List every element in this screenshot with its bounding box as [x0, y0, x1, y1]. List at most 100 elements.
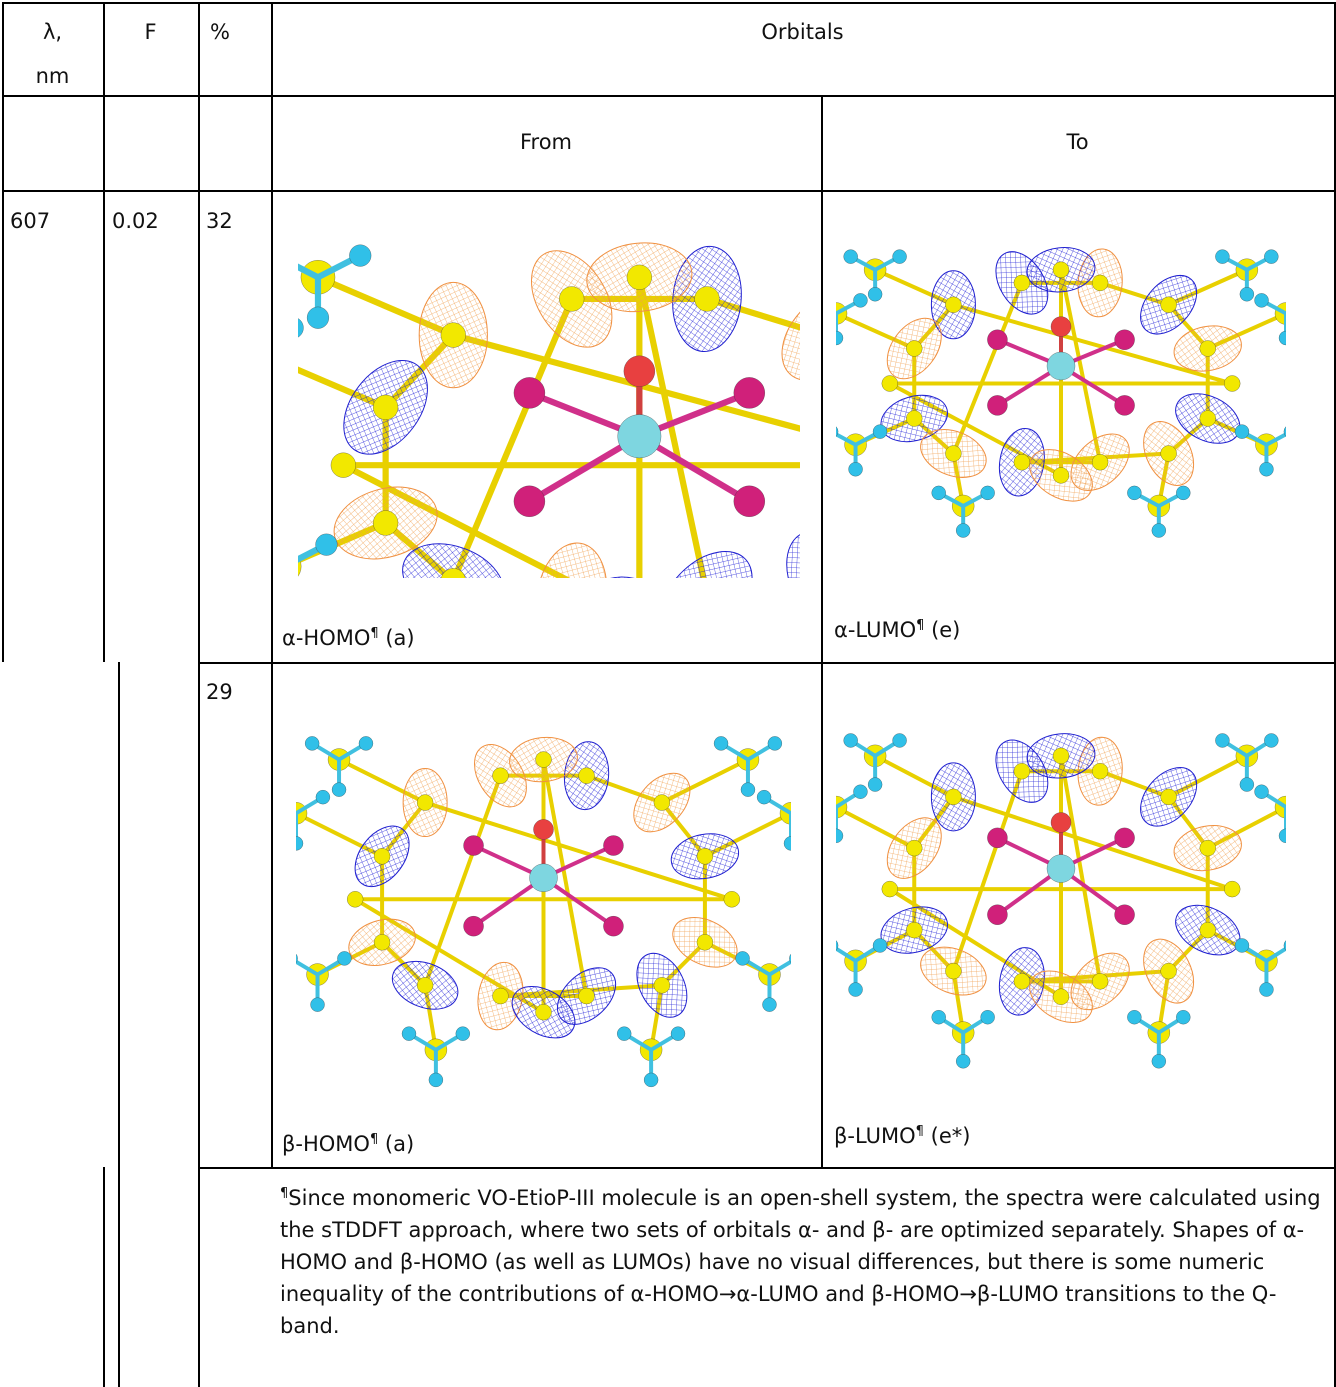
molecule-part	[332, 783, 346, 797]
molecule-part	[603, 836, 623, 856]
molecule-part	[529, 537, 614, 578]
molecule-part	[882, 881, 898, 897]
molecule-part	[945, 297, 961, 313]
molecule-part	[771, 518, 800, 578]
molecule-part	[654, 977, 670, 993]
molecule-part	[456, 1027, 470, 1041]
molecule-part	[987, 828, 1007, 848]
header-cell: λ,	[2, 18, 103, 46]
molecule-part	[1264, 250, 1278, 264]
molecule-part	[347, 891, 363, 907]
orbital-label: α-HOMO¶ (a)	[282, 620, 415, 652]
rule	[2, 190, 1336, 192]
molecule-part	[853, 293, 867, 307]
molecule-part	[1235, 938, 1249, 952]
molecule-part	[1051, 812, 1071, 832]
molecule-part	[956, 524, 970, 538]
molecule-part	[1127, 486, 1141, 500]
molecule-part	[374, 934, 390, 950]
molecule-part	[417, 977, 433, 993]
molecule-part	[1176, 486, 1190, 500]
cell: 607	[10, 207, 50, 235]
molecule-part	[784, 836, 791, 850]
molecule-part	[741, 783, 755, 797]
molecule-part	[671, 1027, 685, 1041]
molecule-part	[402, 1027, 416, 1041]
rule	[2, 95, 1336, 97]
molecule-part	[1014, 275, 1030, 291]
molecule-part	[1259, 983, 1273, 997]
orbital-label: β-LUMO¶ (e*)	[834, 1118, 970, 1150]
molecule-part	[1092, 973, 1108, 989]
molecule-part	[373, 511, 398, 536]
molecule-part	[1092, 275, 1108, 291]
molecule-part	[849, 462, 863, 476]
molecule-part	[1092, 454, 1108, 470]
molecule-part	[1176, 1010, 1190, 1024]
molecule-part	[514, 377, 545, 408]
molecule-part	[714, 736, 728, 750]
rule	[103, 1167, 105, 1387]
molecule-part	[441, 323, 466, 348]
molecule-part	[1051, 317, 1071, 337]
molecule-part	[956, 1054, 970, 1068]
rule	[198, 662, 1336, 664]
molecule-part	[1014, 973, 1030, 989]
orbital-image	[298, 205, 800, 578]
molecule-part	[1047, 352, 1075, 380]
header-cell: %	[210, 18, 230, 46]
molecule-part	[1255, 293, 1269, 307]
footnote-mark: ¶	[370, 626, 378, 641]
orbital-label: β-HOMO¶ (a)	[282, 1126, 414, 1158]
molecule-part	[757, 790, 771, 804]
molecule-part	[1200, 840, 1216, 856]
molecule-part	[536, 752, 552, 768]
symmetry: (a)	[385, 1132, 414, 1156]
symmetry: (e*)	[931, 1124, 971, 1148]
molecule-part	[768, 736, 782, 750]
molecule-part	[1053, 989, 1069, 1005]
molecule-part	[1224, 881, 1240, 897]
molecule-part	[316, 790, 330, 804]
cell: 29	[206, 678, 233, 706]
molecule-part	[514, 486, 545, 517]
molecule-part	[844, 733, 858, 747]
molecule-part	[849, 983, 863, 997]
molecule-part	[429, 1073, 443, 1087]
molecule-part	[1200, 341, 1216, 357]
molecule-part	[765, 273, 800, 397]
molecule-part	[873, 425, 887, 439]
molecule-part	[893, 250, 907, 264]
subheader-cell: To	[821, 128, 1334, 156]
molecule-part	[1014, 454, 1030, 470]
subheader-cell: From	[271, 128, 821, 156]
molecule-part	[1014, 763, 1030, 779]
orbital-label: α-LUMO¶ (e)	[834, 612, 960, 644]
molecule-part	[331, 453, 356, 478]
rule	[198, 2, 200, 1387]
header-cell: Orbitals	[271, 18, 1334, 46]
molecule-part	[627, 265, 652, 290]
molecule-part	[417, 795, 433, 811]
molecule-part	[559, 287, 584, 312]
molecule-part	[987, 395, 1007, 415]
molecule-part	[987, 330, 1007, 350]
molecule-part	[762, 998, 776, 1012]
molecule-part	[1152, 524, 1166, 538]
molecule-part	[359, 736, 373, 750]
molecule-part	[734, 377, 765, 408]
rule	[821, 95, 823, 1167]
molecule-part	[1279, 331, 1286, 345]
molecule-part	[349, 245, 371, 267]
orbital-name: β-HOMO	[282, 1132, 370, 1156]
cell: 32	[206, 207, 233, 235]
molecule-part	[734, 486, 765, 517]
molecule-part	[868, 287, 882, 301]
molecule-part	[1161, 789, 1177, 805]
molecule-part	[697, 848, 713, 864]
molecule-part	[906, 840, 922, 856]
molecule-part	[1240, 287, 1254, 301]
orbital-image	[296, 680, 791, 1110]
molecule-part	[1053, 262, 1069, 278]
molecule-part	[836, 331, 843, 345]
